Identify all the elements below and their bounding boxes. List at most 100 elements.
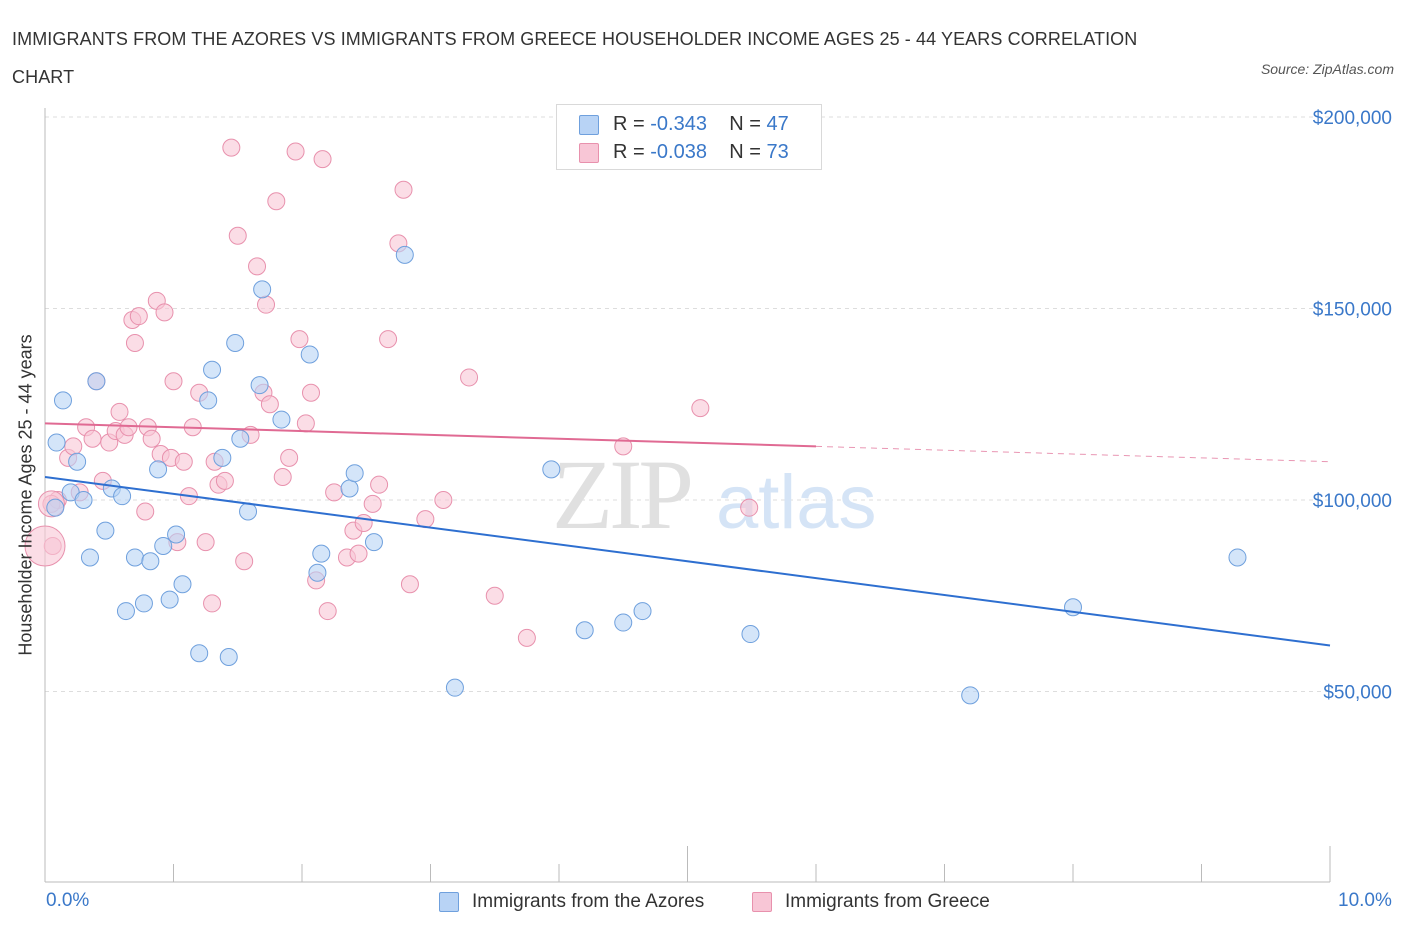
greece-point — [257, 295, 276, 314]
azores-r-label: R = — [613, 113, 645, 135]
greece-point — [434, 491, 453, 509]
greece-series — [24, 138, 759, 647]
azores-point — [190, 644, 209, 663]
greece-point — [222, 138, 241, 157]
y-tick-label: $150,000 — [1313, 300, 1392, 321]
greece-n-value: 73 — [766, 141, 789, 163]
greece-point — [290, 330, 309, 349]
greece-point — [64, 437, 83, 456]
grid-lines — [45, 116, 1330, 692]
azores-point — [53, 391, 72, 410]
greece-point — [400, 575, 419, 594]
greece-point — [83, 429, 102, 448]
greece-point — [164, 372, 183, 391]
greece-point — [301, 383, 320, 402]
greece-point — [196, 533, 215, 552]
azores-point — [74, 491, 93, 509]
greece-point — [691, 399, 710, 418]
greece-point — [142, 429, 161, 448]
greece-point — [614, 437, 633, 456]
greece-point — [363, 494, 382, 513]
azores-point — [149, 460, 168, 479]
greece-point — [228, 226, 247, 245]
azores-point — [167, 525, 186, 544]
azores-point — [340, 479, 359, 498]
greece-point — [740, 498, 759, 517]
y-tick-label: $50,000 — [1323, 683, 1392, 704]
greece-point — [235, 552, 254, 571]
azores-point — [633, 602, 652, 621]
azores-point — [154, 536, 173, 555]
azores-point — [113, 487, 132, 506]
greece-point — [119, 418, 138, 437]
azores-point — [141, 552, 160, 571]
azores-point — [134, 594, 153, 613]
greece-point — [280, 448, 299, 467]
chart-title: IMMIGRANTS FROM THE AZORES VS IMMIGRANTS… — [12, 29, 1138, 87]
y-tick-label: $100,000 — [1313, 491, 1392, 512]
greece-point-large — [24, 525, 66, 567]
azores-point — [312, 544, 331, 563]
greece-n-label: N = — [729, 141, 761, 163]
greece-point — [379, 330, 398, 349]
azores-point — [125, 548, 144, 567]
watermark-zip: ZIP — [552, 439, 690, 550]
azores-point — [231, 429, 250, 448]
greece-point — [349, 544, 368, 563]
greece-point — [318, 602, 337, 621]
greece-point — [296, 414, 315, 433]
azores-n-value: 47 — [766, 113, 789, 135]
greece-point — [136, 502, 155, 521]
azores-point — [741, 625, 760, 644]
y-tick-labels: $50,000 $100,000 $150,000 $200,000 — [1313, 108, 1392, 704]
azores-point — [80, 548, 99, 567]
greece-swatch — [579, 143, 599, 163]
greece-point — [394, 180, 413, 199]
bottom-azores-label: Immigrants from the Azores — [472, 891, 705, 912]
azores-point — [395, 245, 414, 264]
axes — [44, 108, 1331, 883]
azores-point — [116, 602, 135, 621]
azores-point — [345, 464, 364, 483]
bottom-greece-swatch — [752, 892, 772, 912]
greece-point — [267, 192, 286, 211]
azores-point — [308, 563, 327, 582]
azores-point — [203, 360, 222, 379]
azores-point — [542, 460, 561, 479]
greece-point — [260, 395, 279, 414]
azores-point — [160, 590, 179, 609]
greece-point — [416, 510, 435, 529]
azores-n-label: N = — [729, 113, 761, 135]
greece-point — [460, 368, 479, 387]
azores-point — [199, 391, 218, 410]
azores-point — [575, 621, 594, 640]
azores-swatch — [579, 115, 599, 135]
watermark-atlas: atlas — [716, 460, 877, 545]
greece-point — [215, 471, 234, 490]
azores-point — [1228, 548, 1247, 567]
azores-point — [213, 448, 232, 467]
azores-point — [46, 498, 65, 517]
greece-point — [485, 586, 504, 605]
azores-point — [68, 452, 87, 471]
greece-point — [125, 333, 144, 352]
azores-point — [47, 433, 66, 452]
azores-point — [961, 686, 980, 705]
azores-point — [445, 678, 464, 697]
greece-point — [370, 475, 389, 494]
greece-point — [203, 594, 222, 613]
bottom-azores-swatch — [439, 892, 459, 912]
greece-point — [273, 468, 292, 487]
azores-point — [253, 280, 272, 299]
x-tick-label-min: 0.0% — [46, 890, 90, 911]
bottom-greece-label: Immigrants from Greece — [785, 891, 990, 912]
greece-r-label: R = — [613, 141, 645, 163]
greece-point — [129, 307, 148, 326]
watermark: ZIP atlas — [552, 439, 877, 550]
azores-point — [239, 502, 258, 521]
azores-point — [96, 521, 115, 540]
azores-point — [300, 345, 319, 364]
greece-point — [325, 483, 344, 502]
azores-point — [250, 376, 269, 395]
